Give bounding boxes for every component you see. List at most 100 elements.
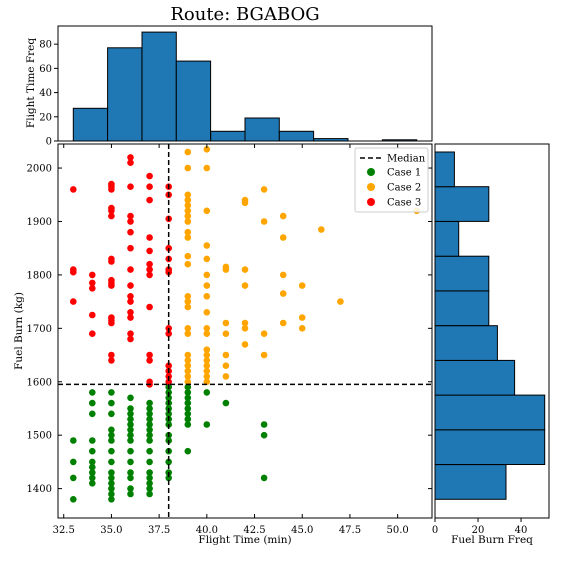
case3-point — [127, 282, 134, 289]
case1-point — [127, 474, 134, 482]
case2-point — [184, 252, 192, 260]
case3-point — [108, 276, 115, 284]
case2-point — [203, 362, 211, 370]
right-histogram-bars — [434, 151, 546, 500]
main-y-tick-label: 2000 — [27, 164, 52, 175]
main-x-tick-label: 40.0 — [196, 525, 218, 536]
top-histogram: 0 20 40 60 80 Flight Time Freq — [25, 25, 433, 148]
case2-point — [203, 309, 211, 316]
right-histogram-bar — [434, 151, 455, 188]
case1-point — [127, 415, 134, 423]
right-histogram-bar — [434, 290, 490, 327]
case3-point — [146, 183, 153, 190]
case2-point — [203, 146, 211, 153]
case1-point — [108, 410, 115, 418]
case3-point — [127, 335, 134, 343]
case1-point — [127, 405, 134, 412]
case2-point — [184, 330, 192, 338]
case1-point — [146, 415, 153, 423]
case1-point — [70, 474, 77, 482]
case2-point — [203, 242, 211, 249]
case1-point — [108, 485, 115, 492]
top-histogram-bar — [107, 47, 143, 142]
case1-point — [89, 389, 96, 396]
case1-point — [108, 496, 115, 503]
case2-point — [184, 202, 192, 209]
case2-point — [184, 293, 192, 300]
case3-point — [70, 186, 77, 193]
case1-point — [146, 447, 153, 455]
top-histogram-bar — [381, 139, 418, 142]
case2-point — [184, 164, 192, 172]
case2-point — [222, 263, 230, 271]
case1-point — [127, 431, 134, 439]
top-histogram-y-ticks: 0 20 40 60 80 — [39, 40, 58, 148]
case2-point — [184, 212, 192, 220]
case2-point — [260, 351, 268, 359]
legend-case2-swatch — [367, 183, 375, 191]
case2-point — [203, 373, 211, 380]
case2-point — [184, 228, 192, 236]
right-histogram-bar — [434, 359, 516, 396]
case2-point — [203, 351, 211, 359]
case1-point — [108, 474, 115, 482]
case2-point — [184, 191, 192, 199]
case1-point — [89, 463, 96, 471]
case3-point — [108, 204, 115, 212]
case1-point — [184, 394, 192, 402]
case2-point — [318, 226, 325, 233]
case1-point — [184, 410, 192, 418]
case1-point — [146, 458, 153, 466]
case3-point — [89, 285, 96, 292]
case2-point — [298, 282, 306, 289]
main-plot-frame — [57, 143, 433, 519]
case1-point — [146, 431, 153, 439]
case2-point — [203, 325, 211, 332]
main-x-tick-label: 45.0 — [291, 525, 313, 536]
case3-point — [127, 298, 134, 305]
case1-point — [70, 496, 77, 503]
case1-point — [89, 469, 96, 476]
case2-point — [203, 378, 211, 386]
top-histogram-bars — [72, 31, 418, 142]
case1-point — [127, 469, 134, 476]
case2-point — [241, 341, 249, 348]
top-histogram-bar — [278, 130, 315, 142]
case3-point — [127, 314, 134, 321]
case1-point — [89, 458, 96, 466]
case2-point — [184, 373, 192, 380]
case3-point — [70, 266, 77, 273]
case3-point — [127, 159, 134, 166]
right-histogram-x-label: Fuel Burn Freq — [451, 534, 533, 546]
case3-point — [108, 255, 115, 263]
right-histogram-bar — [434, 464, 507, 500]
case2-point — [184, 325, 192, 332]
case1-point — [146, 469, 153, 476]
main-x-tick-label: 32.5 — [53, 525, 75, 536]
main-y-tick-label: 1600 — [27, 377, 52, 388]
case3-point — [146, 260, 153, 268]
case1-point — [184, 447, 192, 455]
right-histogram-bar — [434, 429, 546, 465]
case1-point — [127, 437, 134, 444]
case1-point — [184, 399, 192, 407]
case3-point — [127, 218, 134, 225]
case3-point — [127, 212, 134, 220]
case1-point — [165, 474, 172, 482]
case2-point — [203, 207, 211, 215]
case3-point — [146, 266, 153, 273]
legend-case1-swatch — [367, 168, 375, 176]
case3-point — [89, 279, 96, 287]
case2-point — [203, 271, 211, 279]
case1-point — [108, 437, 115, 444]
case3-point — [89, 271, 96, 279]
case2-point — [184, 298, 192, 305]
case2-point — [241, 325, 249, 332]
case2-point — [279, 212, 287, 220]
case1-point — [146, 410, 153, 418]
case2-point — [298, 325, 306, 332]
case1-point — [146, 474, 153, 482]
case1-point — [146, 405, 153, 412]
case2-point — [222, 330, 230, 338]
